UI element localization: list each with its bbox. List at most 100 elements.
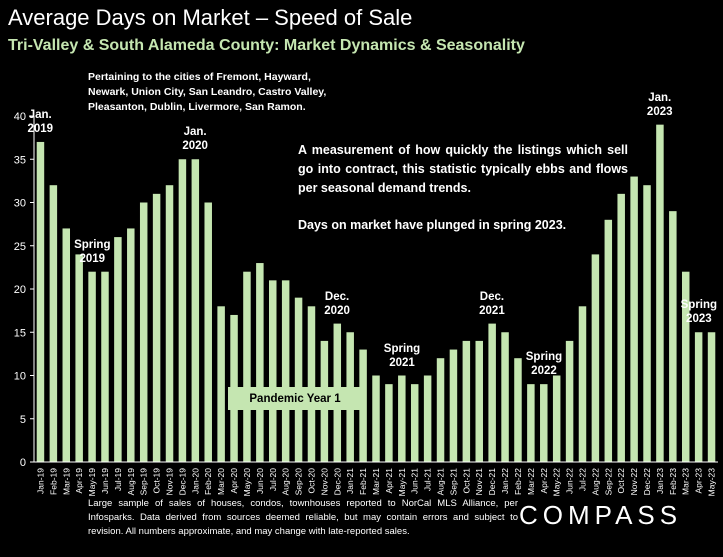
y-tick-label: 30 xyxy=(14,198,26,210)
x-tick-label: May-22 xyxy=(552,468,562,497)
bar-Jan-19 xyxy=(36,141,45,462)
x-tick-label: Apr-20 xyxy=(229,468,239,494)
x-tick-label: Jan-22 xyxy=(500,468,510,494)
annotation-line: Jan. xyxy=(28,108,52,121)
x-axis: Jan-19 Feb-19 Mar-19 Apr-19 May-19 Jun-19 Jul-… xyxy=(34,461,718,497)
bar-Sep-22 xyxy=(604,219,613,462)
bar-Feb-21 xyxy=(359,349,367,462)
pandemic-year-label: Pandemic Year 1 xyxy=(228,387,362,410)
annotation-dec-2020: Dec. 2020 xyxy=(324,290,350,318)
bar-Aug-22 xyxy=(591,254,600,462)
x-tick-label: Apr-23 xyxy=(694,468,704,494)
x-tick-label: Oct-21 xyxy=(461,468,471,494)
bar-Apr-19 xyxy=(75,254,83,462)
annotation-spring-2023: Spring 2023 xyxy=(681,298,717,326)
y-tick-label: 35 xyxy=(14,154,26,166)
annotation-spring-2019: Spring 2019 xyxy=(74,238,110,266)
x-tick-label: Aug-22 xyxy=(590,468,600,496)
bar-Jul-20 xyxy=(269,280,277,462)
bar-May-23 xyxy=(707,332,716,462)
bar-Jun-19 xyxy=(101,271,109,462)
x-tick-label: Mar-23 xyxy=(681,468,691,495)
y-tick-label: 15 xyxy=(14,327,26,339)
x-tick-label: Jul-19 xyxy=(113,468,123,491)
annotation-jan-2019: Jan. 2019 xyxy=(27,108,53,136)
bar-Jul-19 xyxy=(114,237,122,462)
x-tick-label: Oct-20 xyxy=(306,468,316,494)
footnote: Large sample of sales of houses, condos,… xyxy=(88,498,518,537)
x-tick-label: Jan-21 xyxy=(345,468,355,494)
bar-Dec-22 xyxy=(643,185,651,462)
bar-Apr-23 xyxy=(694,332,703,462)
bar-Apr-21 xyxy=(385,384,393,462)
bar-Jun-20 xyxy=(256,263,264,462)
annotation-dec-2021: Dec. 2021 xyxy=(479,290,505,318)
x-tick-label: May-21 xyxy=(397,468,407,497)
bar-Feb-22 xyxy=(514,358,522,462)
x-tick-label: Dec-21 xyxy=(487,468,497,496)
bar-Aug-20 xyxy=(281,280,290,462)
bar-Nov-19 xyxy=(165,185,174,462)
bar-Oct-21 xyxy=(462,340,471,462)
chart-subtitle: Tri-Valley & South Alameda County: Marke… xyxy=(8,37,525,54)
x-tick-label: Dec-20 xyxy=(332,468,342,496)
bar-May-19 xyxy=(88,271,96,462)
bar-Mar-21 xyxy=(372,375,380,462)
x-tick-label: Nov-20 xyxy=(319,468,329,496)
x-tick-label: Nov-19 xyxy=(165,468,175,496)
description-line-1: A measurement of how quickly the listing… xyxy=(298,143,628,195)
x-tick-label: Feb-19 xyxy=(48,468,58,495)
x-tick-label: Aug-20 xyxy=(281,468,291,496)
bar-May-20 xyxy=(243,271,251,462)
y-tick-label: 40 xyxy=(14,111,26,123)
x-tick-label: Feb-20 xyxy=(203,468,213,495)
x-tick-label: Apr-22 xyxy=(539,468,549,494)
annotation-line: Spring xyxy=(525,351,563,364)
y-tick-label: 25 xyxy=(14,241,26,253)
x-tick-label: Apr-19 xyxy=(74,468,84,494)
x-tick-label: Dec-19 xyxy=(177,468,187,496)
bar-Feb-20 xyxy=(204,202,212,462)
x-tick-label: Sep-22 xyxy=(603,468,613,496)
bar-May-21 xyxy=(398,375,406,462)
y-tick-label: 10 xyxy=(14,371,26,383)
bar-May-22 xyxy=(552,375,561,462)
annotation-line: 2019 xyxy=(27,122,54,135)
x-tick-label: Nov-21 xyxy=(474,468,484,496)
x-tick-label: Jan-20 xyxy=(190,468,200,494)
x-tick-label: Oct-19 xyxy=(152,468,162,494)
x-tick-label: Sep-21 xyxy=(448,468,458,496)
bars xyxy=(36,124,716,463)
bar-Sep-19 xyxy=(139,202,148,462)
x-tick-label: Feb-22 xyxy=(513,468,523,495)
x-tick-label: Jun-21 xyxy=(410,468,420,494)
x-tick-label: Jul-22 xyxy=(577,468,587,491)
annotation-line: 2021 xyxy=(389,356,415,369)
x-tick-label: Nov-22 xyxy=(629,468,639,496)
y-tick-label: 5 xyxy=(20,414,26,426)
x-tick-label: Jan-19 xyxy=(35,468,45,494)
bar-Aug-19 xyxy=(127,228,135,462)
x-tick-label: May-23 xyxy=(707,468,717,497)
chart-title: Average Days on Market – Speed of Sale xyxy=(8,5,413,30)
bar-Dec-21 xyxy=(488,323,496,462)
bar-Sep-20 xyxy=(294,297,303,462)
bar-Oct-22 xyxy=(617,193,625,462)
bar-Feb-19 xyxy=(49,185,58,462)
bar-Jun-21 xyxy=(410,384,419,462)
x-tick-label: Aug-21 xyxy=(436,468,446,496)
annotation-line: 2023 xyxy=(686,313,712,326)
x-tick-label: Sep-19 xyxy=(139,468,149,496)
annotation-line: Spring xyxy=(383,342,421,355)
y-tick-label: 20 xyxy=(14,284,26,296)
x-tick-label: Jul-20 xyxy=(268,468,278,491)
annotation-line: Spring xyxy=(74,238,111,251)
x-tick-label: Oct-22 xyxy=(616,468,626,494)
annotation-line: 2022 xyxy=(531,365,557,378)
annotation-line: 2020 xyxy=(182,140,208,153)
annotation-line: 2023 xyxy=(646,105,673,118)
x-tick-label: Apr-21 xyxy=(384,468,394,494)
x-tick-label: Mar-19 xyxy=(61,468,71,495)
bar-Jan-23 xyxy=(656,124,664,463)
